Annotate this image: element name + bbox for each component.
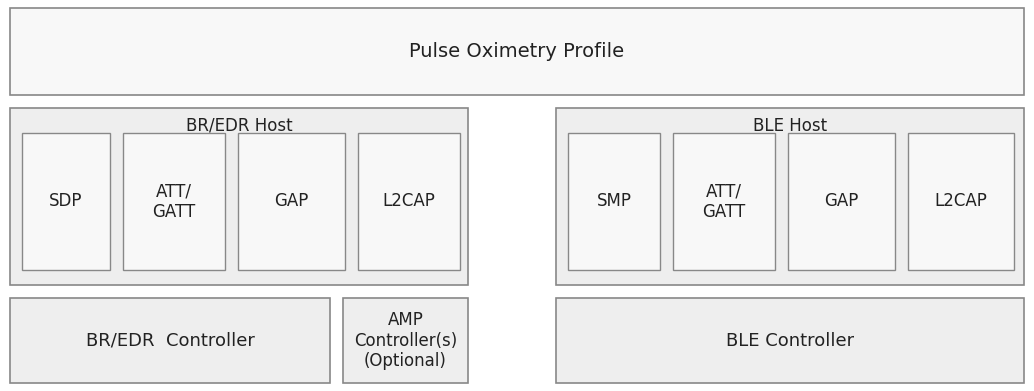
Text: BR/EDR  Controller: BR/EDR Controller <box>86 332 254 350</box>
Text: Pulse Oximetry Profile: Pulse Oximetry Profile <box>409 42 625 61</box>
Bar <box>556 298 1024 383</box>
Text: GAP: GAP <box>824 192 858 210</box>
Bar <box>10 108 468 285</box>
Text: SDP: SDP <box>50 192 83 210</box>
Bar <box>908 133 1014 270</box>
Text: ATT/
GATT: ATT/ GATT <box>702 182 746 221</box>
Text: SMP: SMP <box>597 192 632 210</box>
Text: BLE Controller: BLE Controller <box>726 332 854 350</box>
Bar <box>343 298 468 383</box>
Text: GAP: GAP <box>274 192 309 210</box>
Bar <box>10 298 330 383</box>
Text: L2CAP: L2CAP <box>383 192 435 210</box>
Text: ATT/
GATT: ATT/ GATT <box>152 182 195 221</box>
Bar <box>788 133 895 270</box>
Bar <box>123 133 225 270</box>
Bar <box>556 108 1024 285</box>
Bar <box>22 133 110 270</box>
Text: BLE Host: BLE Host <box>753 117 827 135</box>
Text: AMP
Controller(s)
(Optional): AMP Controller(s) (Optional) <box>354 311 457 370</box>
Bar <box>358 133 460 270</box>
Text: L2CAP: L2CAP <box>935 192 987 210</box>
Bar <box>568 133 660 270</box>
Bar <box>673 133 776 270</box>
Bar <box>238 133 345 270</box>
Bar <box>10 8 1024 95</box>
Text: BR/EDR Host: BR/EDR Host <box>186 117 293 135</box>
